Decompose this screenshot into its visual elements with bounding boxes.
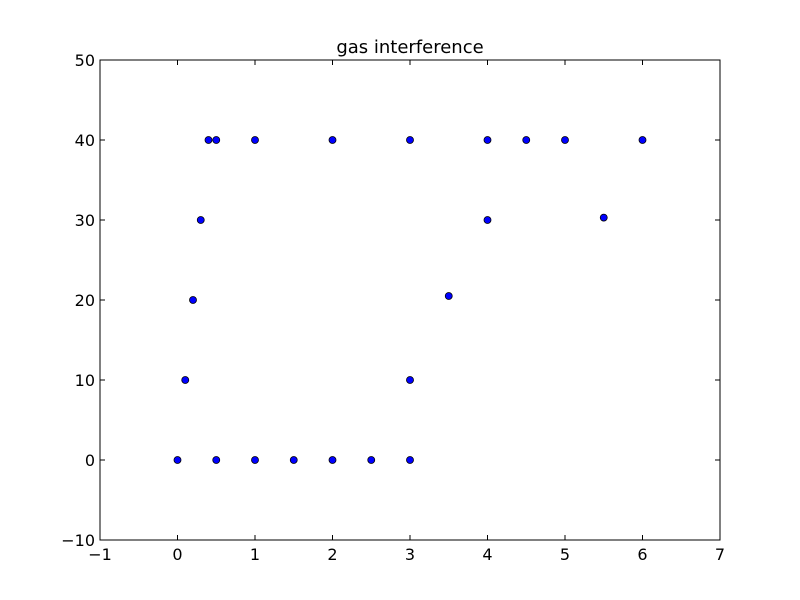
scatter-point [367,456,376,464]
plot-frame [99,59,721,541]
scatter-point [212,456,221,464]
points-layer [173,136,647,464]
scatter-point [328,456,337,464]
x-tick-label: 7 [715,545,725,564]
scatter-point [189,296,197,304]
y-tick-label: 50 [75,51,95,70]
x-tick-label: 0 [172,545,182,564]
chart-title: gas interference [336,37,483,58]
scatter-point [483,136,492,144]
y-tick-label: 30 [75,211,95,230]
scatter-point [483,216,492,224]
x-tick-label: 3 [405,545,415,564]
scatter-point [522,136,531,144]
y-tick-label: 40 [75,131,95,150]
scatter-point [599,213,608,222]
scatter-point [173,456,182,464]
y-tick-label: 20 [75,291,95,310]
scatter-point [251,136,259,144]
y-tick-label: 10 [75,371,95,390]
scatter-point [289,456,298,464]
scatter-point [406,376,414,384]
scatter-point [196,216,205,224]
y-tick-label: −10 [61,531,95,550]
scatter-point [406,136,414,144]
x-tick-label: 4 [482,545,492,564]
scatter-point [204,136,213,144]
scatter-point [561,136,569,144]
scatter-point [328,136,337,144]
scatter-point [251,456,259,464]
scatter-point [444,292,453,300]
x-tick-label: 1 [250,545,260,564]
scatter-point [406,456,414,464]
x-tick-label: 6 [637,545,647,564]
scatter-point [638,136,647,144]
y-tick-label: 0 [85,451,95,470]
scatter-point [181,376,190,384]
x-tick-label: 5 [560,545,570,564]
x-tick-label: 2 [327,545,337,564]
x-tick-label: −1 [88,545,112,564]
scatter-point [212,136,221,144]
